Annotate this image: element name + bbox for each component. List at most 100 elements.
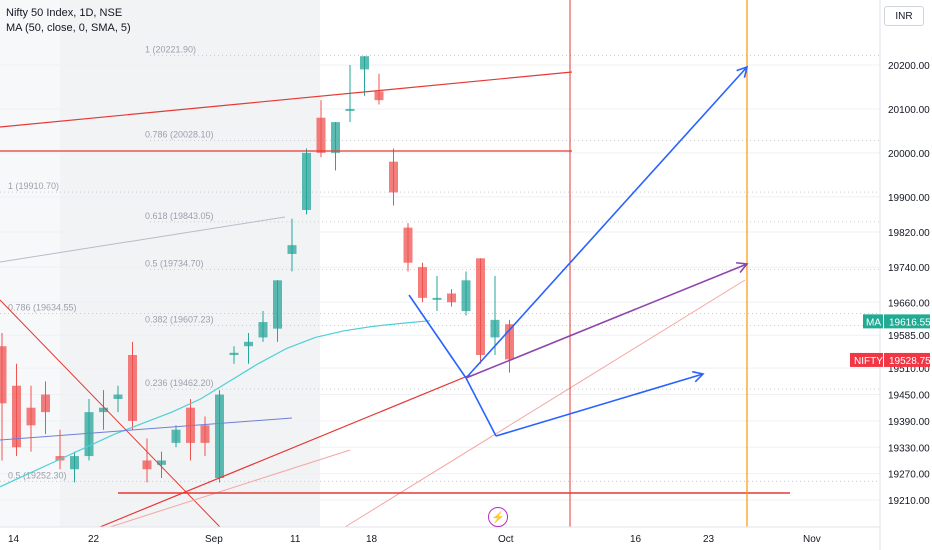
ma-tag-label: MA [866, 317, 881, 328]
fib-level-label-8: 0.5 (19252.30) [8, 470, 67, 480]
fib-level-label-3: 0.5 (19734.70) [145, 258, 204, 268]
time-tick-label-0: 14 [8, 534, 20, 545]
candle-body-5[interactable] [70, 456, 79, 470]
arrow-alt-target-head[interactable] [692, 370, 705, 383]
trendline-rising-faint[interactable] [109, 449, 351, 528]
currency-button[interactable]: INR [884, 6, 924, 26]
price-tick-label-12: 19270.00 [888, 470, 930, 481]
trendline-descending[interactable] [0, 299, 221, 528]
price-tick-label-2: 20000.00 [888, 149, 930, 160]
time-tick-label-6: 16 [630, 534, 642, 545]
fib-level-label-6: 1 (19910.70) [8, 181, 59, 191]
time-tick-label-1: 22 [88, 534, 100, 545]
time-tick-label-3: 11 [290, 534, 301, 545]
candle-body-25[interactable] [360, 56, 369, 70]
price-tick-label-3: 19900.00 [888, 193, 930, 204]
candle-body-17[interactable] [244, 341, 253, 347]
fib-level-label-5: 0.236 (19462.20) [145, 378, 214, 388]
price-tick-label-11: 19330.00 [888, 443, 930, 454]
candle-body-19[interactable] [273, 280, 282, 329]
events-bolt-icon[interactable]: ⚡ [488, 507, 508, 527]
ma-tag-value-bg [884, 314, 930, 329]
price-tick-label-7: 19585.00 [888, 331, 930, 342]
arrow-up-target-head[interactable] [736, 65, 749, 78]
fib-level-label-1: 0.786 (20028.10) [145, 130, 214, 140]
candle-body-22[interactable] [316, 117, 326, 153]
candle-body-33[interactable] [476, 258, 485, 355]
bg-shade-left [0, 0, 60, 527]
candle-body-30[interactable] [432, 297, 442, 300]
indicator-label[interactable]: MA (50, close, 0, SMA, 5) [6, 22, 131, 34]
ma-tag-value: 19616.55 [889, 317, 931, 328]
candle-body-10[interactable] [142, 460, 152, 470]
fib-level-label-2: 0.618 (19843.05) [145, 211, 214, 221]
time-tick-label-8: Nov [803, 534, 821, 545]
nifty-tag-value: 19528.75 [889, 356, 931, 367]
price-tick-label-1: 20100.00 [888, 105, 930, 116]
candle-body-8[interactable] [113, 394, 123, 399]
nifty-tag-label: NIFTY [854, 356, 883, 367]
arrow-mid-target-shaft[interactable] [465, 263, 748, 379]
price-tick-label-9: 19450.00 [888, 391, 930, 402]
candle-body-35[interactable] [505, 324, 514, 360]
candle-body-24[interactable] [345, 108, 355, 111]
trendline-blue-thin[interactable] [0, 417, 293, 441]
price-tick-label-10: 19390.00 [888, 417, 930, 428]
candle-body-16[interactable] [229, 352, 239, 355]
candle-body-12[interactable] [171, 429, 181, 443]
candle-body-9[interactable] [128, 355, 137, 421]
trendline-grey[interactable] [0, 216, 286, 263]
price-tick-label-5: 19740.00 [888, 263, 930, 274]
candle-body-20[interactable] [287, 245, 297, 254]
arrow-alt-target-shaft[interactable] [495, 373, 704, 437]
candle-body-31[interactable] [447, 293, 456, 303]
time-tick-label-2: Sep [205, 534, 223, 545]
ma-line[interactable] [0, 320, 431, 488]
chart-legend: Nifty 50 Index, 1D, NSE MA (50, close, 0… [6, 6, 131, 36]
candle-body-6[interactable] [84, 412, 94, 457]
trendline-upper[interactable] [0, 71, 573, 128]
candle-body-26[interactable] [374, 91, 384, 101]
fib-level-label-0: 1 (20221.90) [145, 44, 196, 54]
candle-body-11[interactable] [157, 460, 166, 465]
price-tick-label-0: 20200.00 [888, 61, 930, 72]
candle-body-34[interactable] [490, 319, 500, 338]
candle-body-21[interactable] [302, 152, 311, 210]
time-tick-label-7: 23 [703, 534, 715, 545]
ma-tag-label-bg [863, 314, 883, 329]
path-leg-2[interactable] [465, 377, 497, 437]
symbol-title[interactable]: Nifty 50 Index, 1D, NSE [6, 7, 123, 19]
candle-body-1[interactable] [12, 385, 21, 448]
nifty-tag-value-bg [884, 352, 930, 367]
candle-body-0[interactable] [0, 346, 7, 404]
arrow-mid-target-head[interactable] [735, 261, 749, 274]
candle-body-28[interactable] [403, 227, 413, 263]
candle-body-2[interactable] [26, 407, 36, 426]
candle-body-15[interactable] [215, 394, 224, 479]
price-tick-label-13: 19210.00 [888, 496, 930, 507]
trendline-rising[interactable] [99, 374, 471, 528]
price-axis-background [880, 0, 932, 550]
candle-body-32[interactable] [461, 280, 471, 312]
candle-body-18[interactable] [258, 322, 268, 338]
time-tick-label-5: Oct [498, 534, 514, 545]
fib-level-label-4: 0.382 (19607.23) [145, 314, 214, 324]
candle-body-3[interactable] [41, 394, 50, 413]
trendline-projection-faint[interactable] [344, 279, 746, 528]
price-tick-label-8: 19510.00 [888, 364, 930, 375]
time-tick-label-4: 18 [366, 534, 378, 545]
candle-body-7[interactable] [99, 407, 108, 413]
candle-body-14[interactable] [200, 425, 210, 443]
candle-body-29[interactable] [418, 267, 427, 298]
candle-body-27[interactable] [389, 161, 398, 193]
path-leg-1[interactable] [408, 294, 467, 379]
fib-level-label-7: 0.786 (19634.55) [8, 302, 77, 312]
candle-body-4[interactable] [55, 456, 65, 461]
nifty-tag-label-bg [850, 352, 883, 367]
candle-body-23[interactable] [331, 122, 340, 153]
price-tick-label-6: 19660.00 [888, 298, 930, 309]
arrow-up-target-shaft[interactable] [465, 66, 748, 379]
price-tick-label-4: 19820.00 [888, 228, 930, 239]
